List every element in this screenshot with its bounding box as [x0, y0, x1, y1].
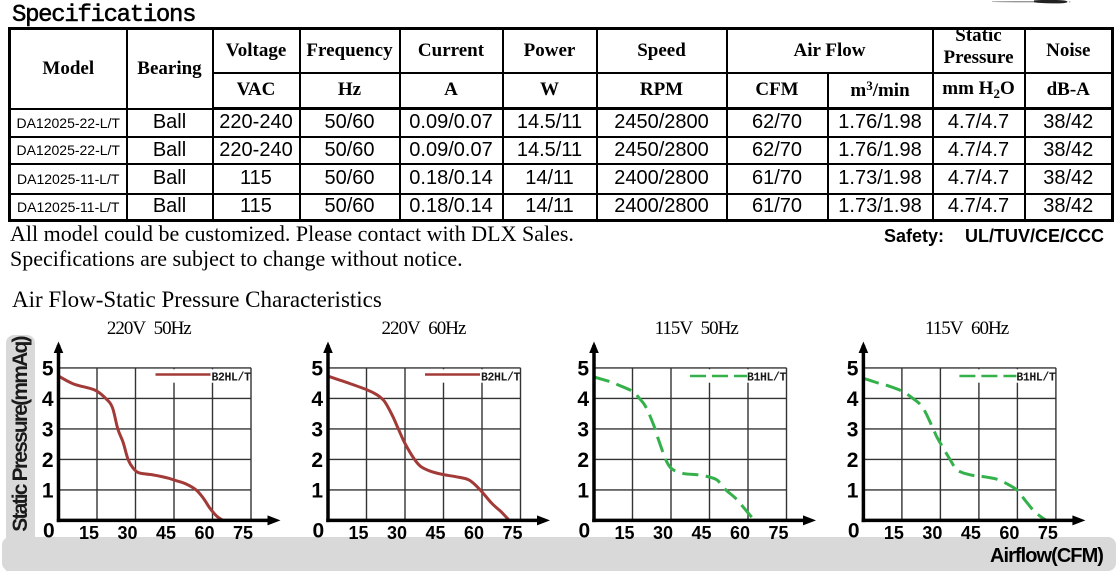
svg-text:15: 15: [348, 523, 368, 543]
svg-text:5: 5: [311, 358, 323, 381]
svg-text:4: 4: [311, 388, 323, 411]
svg-text:B2HL/T: B2HL/T: [481, 371, 521, 384]
svg-text:60: 60: [464, 523, 484, 543]
svg-text:4: 4: [42, 388, 54, 411]
svg-text:1: 1: [847, 480, 859, 503]
svg-text:115V 60Hz: 115V 60Hz: [925, 318, 1009, 339]
svg-text:1: 1: [311, 480, 323, 503]
svg-text:3: 3: [42, 419, 54, 442]
svg-text:75: 75: [1038, 523, 1058, 543]
svg-text:2: 2: [847, 449, 859, 472]
svg-text:30: 30: [117, 523, 137, 543]
svg-text:3: 3: [577, 419, 589, 442]
svg-text:115V 50Hz: 115V 50Hz: [655, 318, 739, 339]
svg-text:5: 5: [42, 358, 54, 381]
svg-text:45: 45: [156, 523, 176, 543]
svg-text:1: 1: [42, 480, 54, 503]
svg-text:3: 3: [847, 419, 859, 442]
svg-text:60: 60: [730, 523, 750, 543]
svg-text:60: 60: [194, 523, 214, 543]
svg-text:4: 4: [577, 388, 589, 411]
svg-text:75: 75: [768, 523, 788, 543]
svg-text:15: 15: [614, 523, 634, 543]
svg-text:B1HL/T: B1HL/T: [1016, 371, 1056, 384]
svg-text:220V 50Hz: 220V 50Hz: [107, 318, 191, 339]
svg-text:30: 30: [653, 523, 673, 543]
svg-text:45: 45: [425, 523, 445, 543]
svg-text:0: 0: [43, 519, 55, 542]
svg-text:60: 60: [999, 523, 1019, 543]
svg-text:45: 45: [691, 523, 711, 543]
svg-text:220V 60Hz: 220V 60Hz: [382, 318, 466, 339]
svg-text:4: 4: [847, 388, 859, 411]
svg-text:5: 5: [577, 358, 589, 381]
svg-text:75: 75: [502, 523, 522, 543]
svg-text:0: 0: [312, 519, 324, 542]
svg-text:B2HL/T: B2HL/T: [212, 371, 252, 384]
svg-text:75: 75: [233, 523, 253, 543]
svg-text:45: 45: [961, 523, 981, 543]
svg-text:15: 15: [884, 523, 904, 543]
svg-text:0: 0: [848, 519, 860, 542]
svg-text:5: 5: [847, 358, 859, 381]
svg-text:0: 0: [578, 519, 590, 542]
svg-text:3: 3: [311, 419, 323, 442]
svg-text:2: 2: [577, 449, 589, 472]
svg-text:1: 1: [577, 480, 589, 503]
svg-text:30: 30: [387, 523, 407, 543]
svg-text:B1HL/T: B1HL/T: [747, 371, 787, 384]
svg-text:15: 15: [79, 523, 99, 543]
svg-text:2: 2: [311, 449, 323, 472]
svg-text:30: 30: [922, 523, 942, 543]
svg-text:2: 2: [42, 449, 54, 472]
